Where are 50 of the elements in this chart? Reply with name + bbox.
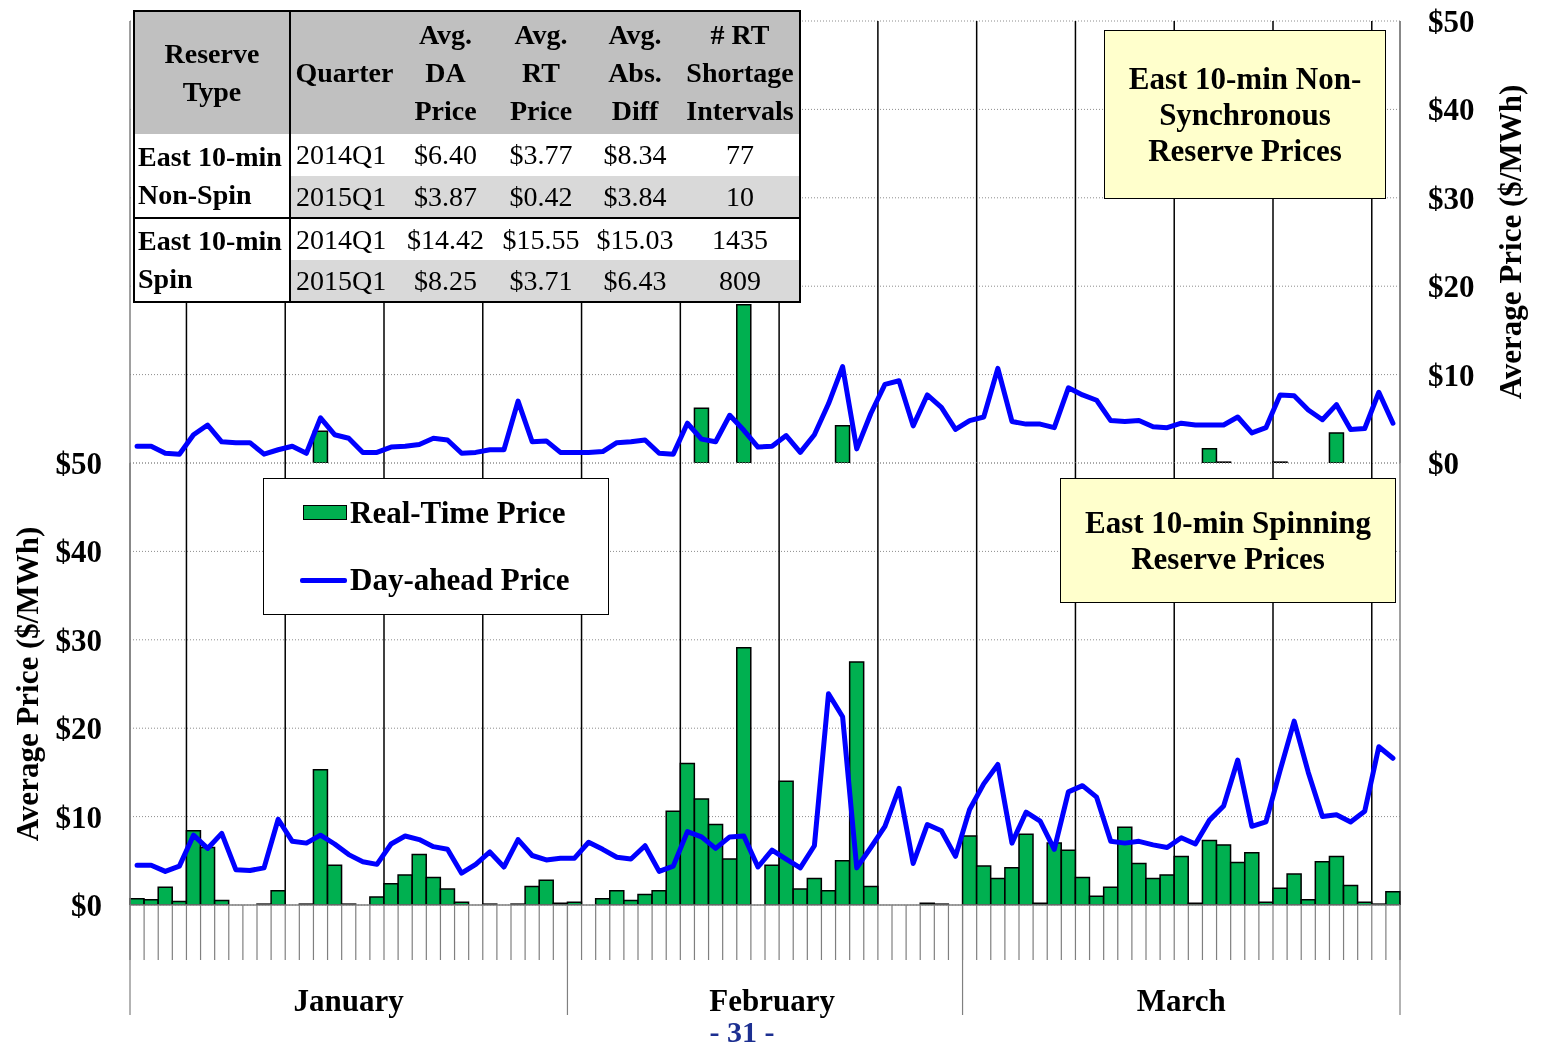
text: $3.71	[509, 264, 573, 296]
text: East 10-min Non-Spin	[138, 140, 282, 210]
text: $3.77	[509, 139, 573, 170]
text: $15.03	[596, 223, 674, 255]
text: East 10-min Non-Synchronous Reserve Prices	[1104, 30, 1386, 199]
text: 1435	[712, 223, 768, 255]
y-tick-label: $10	[55, 799, 102, 835]
text: East 10-min Spin	[138, 225, 282, 294]
text: $3.84	[603, 180, 667, 212]
text: 809	[719, 264, 761, 296]
y-tick-label: $20	[1428, 269, 1475, 305]
text: $8.25	[414, 264, 477, 296]
y-tick-label: $0	[1428, 446, 1459, 482]
text: $6.40	[414, 139, 477, 170]
text: $6.43	[603, 264, 667, 296]
text: 2014Q1	[296, 223, 387, 255]
text: 2015Q1	[296, 180, 387, 212]
y-axis-title: Average Price ($/MWh)	[9, 526, 45, 842]
category-label: Avg. Abs. Diff	[589, 11, 681, 134]
text: East 10-min Spinning Reserve Prices	[1060, 478, 1396, 603]
text: 2015Q1	[296, 264, 387, 296]
text: $15.55	[502, 223, 580, 255]
text: - 31 -	[708, 1015, 775, 1047]
text: 2014Q1	[296, 139, 387, 170]
legend-label: Real-Time Price	[350, 494, 566, 531]
text: $0.42	[509, 180, 573, 212]
text: 77	[726, 139, 754, 170]
y-tick-label: $50	[55, 446, 102, 482]
y-tick-label: $40	[55, 534, 102, 570]
y-tick-label: $30	[55, 622, 102, 658]
category-label: Avg. RT Price	[493, 11, 589, 134]
category-label: Quarter	[290, 11, 398, 134]
y-tick-label: $50	[1428, 4, 1475, 40]
y-tick-label: $0	[71, 888, 102, 924]
text: $3.87	[414, 180, 477, 212]
legend-label: Day-ahead Price	[350, 562, 570, 599]
y-axis-title: Average Price ($/MWh)	[1492, 84, 1528, 400]
text: $14.42	[407, 223, 484, 255]
x-tick-label: March	[1136, 983, 1226, 1018]
x-tick-label: January	[293, 983, 405, 1018]
category-label: Reserve Type	[134, 11, 290, 134]
y-tick-label: $10	[1428, 357, 1475, 393]
category-label: # RT Shortage Intervals	[681, 11, 800, 134]
x-tick-label: February	[709, 983, 836, 1018]
y-tick-label: $30	[1428, 180, 1475, 216]
y-tick-label: $20	[55, 711, 102, 747]
text: 10	[726, 180, 754, 212]
y-tick-label: $40	[1428, 92, 1475, 128]
category-label: Avg. DA Price	[398, 11, 493, 134]
text: $8.34	[603, 139, 667, 170]
